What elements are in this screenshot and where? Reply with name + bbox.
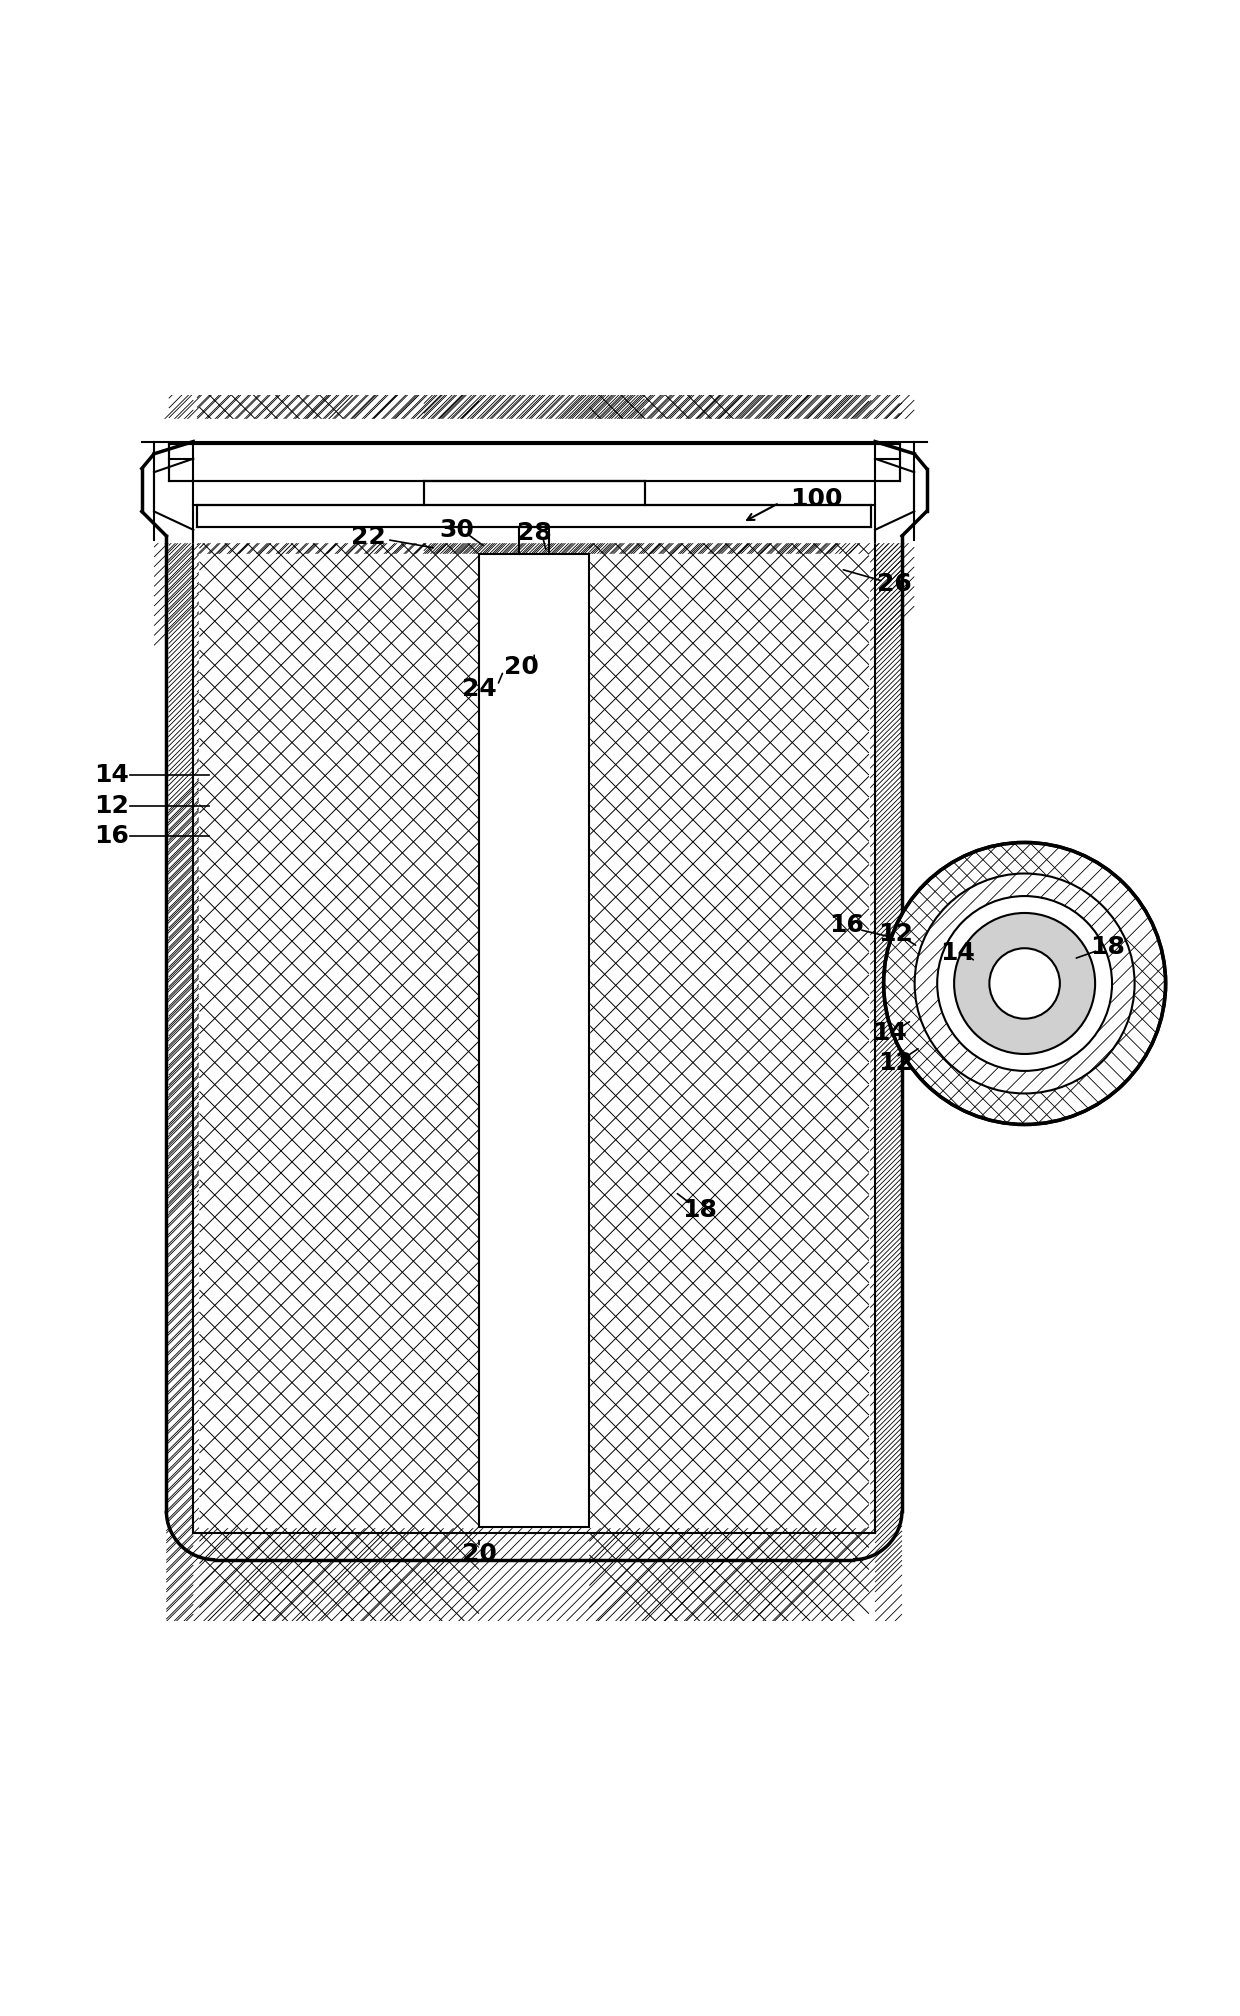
Text: 20: 20 xyxy=(505,655,539,679)
Text: 22: 22 xyxy=(351,526,386,548)
Text: 14: 14 xyxy=(872,1020,908,1044)
Text: 16: 16 xyxy=(94,825,129,849)
Bar xyxy=(875,518,901,1560)
Bar xyxy=(154,442,193,540)
Bar xyxy=(169,444,899,480)
Bar xyxy=(424,480,645,506)
Text: 12: 12 xyxy=(878,1050,914,1075)
Circle shape xyxy=(915,873,1135,1093)
Text: 24: 24 xyxy=(461,677,496,702)
Bar xyxy=(875,442,914,540)
Bar xyxy=(479,554,589,1526)
Circle shape xyxy=(915,873,1135,1093)
Bar xyxy=(154,442,193,540)
Text: 16: 16 xyxy=(830,913,864,937)
Bar xyxy=(166,518,193,1560)
Text: 14: 14 xyxy=(940,941,975,966)
Text: 12: 12 xyxy=(94,794,129,818)
Bar xyxy=(169,444,899,480)
Bar xyxy=(200,554,479,1526)
Bar xyxy=(197,506,872,528)
Bar xyxy=(166,1532,901,1560)
Bar xyxy=(166,542,193,1536)
Text: 12: 12 xyxy=(878,923,914,946)
Text: 18: 18 xyxy=(1090,935,1126,960)
Text: 20: 20 xyxy=(461,1542,496,1566)
Text: 30: 30 xyxy=(439,518,475,542)
Bar xyxy=(589,554,869,1526)
Bar xyxy=(197,506,872,528)
Bar xyxy=(197,506,872,528)
Text: 26: 26 xyxy=(878,573,913,597)
Circle shape xyxy=(937,895,1112,1070)
Text: 100: 100 xyxy=(790,488,842,512)
Circle shape xyxy=(990,948,1060,1018)
Bar xyxy=(424,480,645,506)
Bar xyxy=(129,419,939,542)
Text: 28: 28 xyxy=(517,522,552,546)
Text: FIG. 2: FIG. 2 xyxy=(556,423,684,460)
Bar xyxy=(875,442,914,540)
Bar xyxy=(169,444,899,480)
Bar xyxy=(424,480,645,506)
Text: 18: 18 xyxy=(682,1198,717,1222)
Circle shape xyxy=(954,913,1095,1054)
Text: 14: 14 xyxy=(94,762,129,786)
Circle shape xyxy=(884,843,1166,1125)
Bar xyxy=(479,554,589,1526)
